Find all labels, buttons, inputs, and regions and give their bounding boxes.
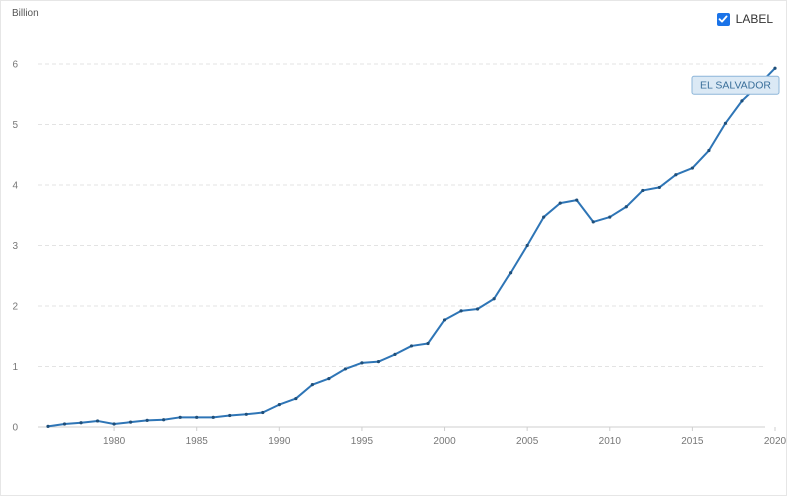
x-tick-label: 1990 — [268, 436, 291, 447]
data-point[interactable] — [95, 419, 100, 423]
data-point[interactable] — [145, 418, 149, 422]
x-tick-label: 2015 — [681, 436, 704, 447]
data-point[interactable] — [195, 415, 199, 419]
data-point[interactable] — [228, 413, 232, 418]
data-point[interactable] — [558, 201, 562, 205]
unit-label: Billion — [12, 8, 39, 19]
data-point[interactable] — [310, 383, 314, 387]
data-point[interactable] — [509, 271, 513, 275]
label-toggle[interactable]: LABEL — [716, 12, 773, 26]
data-point[interactable] — [608, 215, 612, 219]
data-point[interactable] — [690, 166, 694, 170]
y-tick-label: 6 — [12, 60, 18, 71]
series-tag-label: EL SALVADOR — [700, 80, 771, 92]
x-tick-label: 2000 — [433, 436, 456, 447]
data-point[interactable] — [459, 309, 463, 313]
label-toggle-text: LABEL — [735, 12, 773, 26]
x-tick-label: 2010 — [599, 436, 622, 447]
data-point[interactable] — [112, 422, 116, 426]
data-point[interactable] — [79, 421, 83, 425]
data-point[interactable] — [542, 215, 546, 219]
data-point[interactable] — [211, 415, 215, 419]
data-point[interactable] — [162, 418, 166, 422]
data-point[interactable] — [591, 220, 595, 224]
data-point[interactable] — [178, 415, 182, 419]
data-point[interactable] — [773, 66, 777, 70]
y-tick-label: 0 — [12, 423, 18, 434]
data-point[interactable] — [674, 173, 678, 177]
grid-lines — [38, 63, 765, 428]
y-tick-label: 5 — [12, 120, 18, 131]
data-point[interactable] — [327, 377, 331, 381]
series-tag-box — [691, 75, 780, 95]
data-point[interactable] — [442, 318, 447, 322]
y-axis-ticks: 0 1 2 3 4 5 6 — [12, 60, 18, 434]
y-tick-label: 4 — [12, 181, 18, 192]
data-point[interactable] — [46, 424, 50, 428]
data-point[interactable] — [426, 341, 430, 346]
data-point[interactable] — [740, 99, 744, 103]
data-point[interactable] — [657, 185, 661, 190]
series-line[interactable] — [47, 67, 776, 428]
data-point[interactable] — [343, 367, 348, 371]
x-tick-label: 2020 — [764, 436, 787, 447]
y-tick-label: 1 — [12, 362, 18, 373]
data-point[interactable] — [525, 243, 529, 248]
data-point[interactable] — [294, 396, 298, 401]
data-point[interactable] — [475, 307, 480, 311]
data-point[interactable] — [707, 148, 711, 153]
x-tick-label: 1980 — [103, 436, 126, 447]
data-point[interactable] — [360, 361, 364, 365]
data-point[interactable] — [393, 352, 397, 356]
data-point[interactable] — [277, 403, 281, 407]
x-tick-label: 2005 — [516, 436, 539, 447]
series-layer — [46, 66, 777, 428]
data-point[interactable] — [492, 297, 496, 301]
data-point[interactable] — [723, 121, 728, 125]
data-point[interactable] — [376, 360, 381, 364]
x-tick-label: 1985 — [186, 436, 209, 447]
series-tag: EL SALVADOR — [691, 75, 780, 95]
y-tick-label: 2 — [12, 302, 18, 313]
data-point[interactable] — [641, 188, 645, 193]
data-point[interactable] — [409, 344, 414, 348]
data-point[interactable] — [624, 205, 628, 209]
y-tick-label: 3 — [12, 241, 18, 252]
checkmark-icon — [718, 15, 728, 23]
data-point[interactable] — [62, 422, 67, 426]
x-axis-ticks: 1980 1985 1990 1995 2000 2005 2010 2015 2020 — [103, 427, 787, 447]
data-point[interactable] — [575, 198, 579, 202]
data-point[interactable] — [244, 412, 248, 416]
x-tick-label: 1995 — [351, 436, 374, 447]
label-checkbox[interactable] — [716, 12, 730, 26]
data-point[interactable] — [261, 410, 265, 415]
data-point[interactable] — [129, 420, 133, 424]
